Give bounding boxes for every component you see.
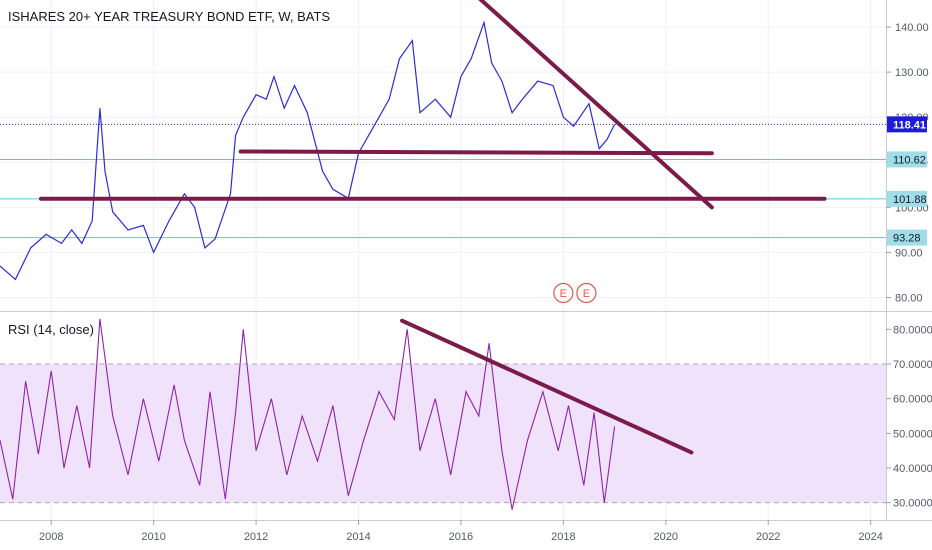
trend-line[interactable] [471, 0, 714, 210]
time-axis-label: 2020 [654, 531, 678, 543]
price-scale-label: 130.00 [895, 67, 929, 79]
rsi-title: RSI (14, close) [8, 322, 94, 337]
rsi-trendlines[interactable] [400, 318, 694, 455]
time-axis-label: 2008 [39, 531, 63, 543]
time-axis-label: 2012 [244, 531, 268, 543]
level-label-text: 110.62 [893, 154, 926, 166]
rsi-scale-label: 40.0000 [893, 463, 932, 475]
time-axis-label: 2024 [858, 531, 882, 543]
time-axis[interactable]: 2008 2010 2012 2014 2016 2018 2020 2022 2024 [39, 520, 883, 543]
price-scale-label: 80.00 [895, 292, 923, 304]
earnings-badge[interactable] [576, 282, 597, 304]
time-axis-label: 2016 [449, 531, 473, 543]
level-label-text: 101.88 [893, 194, 927, 206]
price-trendlines[interactable] [38, 0, 827, 210]
earnings-badge-label: E [583, 288, 590, 300]
earnings-badge-label: E [560, 288, 567, 300]
rsi-panel[interactable]: RSI (14, close) [0, 318, 886, 510]
level-label-box [887, 116, 927, 133]
level-label-text: 93.28 [893, 233, 921, 245]
price-series-line[interactable] [0, 20, 616, 281]
earnings-badge[interactable] [553, 282, 574, 304]
rsi-band [0, 364, 886, 503]
time-axis-label: 2010 [141, 531, 165, 543]
level-label-box [887, 190, 927, 207]
rsi-scale-label: 80.0000 [893, 324, 932, 336]
time-axis-label: 2018 [551, 531, 575, 543]
rsi-series-line[interactable] [0, 318, 616, 510]
rsi-scale[interactable]: 80.0000 70.0000 60.0000 50.0000 40.0000 30.00… [886, 324, 932, 510]
time-axis-label: 2014 [346, 531, 370, 543]
price-panel[interactable]: ISHARES 20+ YEAR TREASURY BOND ETF, W, B… [0, 0, 886, 304]
grid [0, 0, 886, 520]
rsi-scale-label: 60.0000 [893, 394, 932, 406]
rsi-scale-label: 70.0000 [893, 359, 932, 371]
rsi-scale-label: 50.0000 [893, 428, 932, 440]
rsi-scale-label: 30.0000 [893, 498, 932, 510]
price-chart-title: ISHARES 20+ YEAR TREASURY BOND ETF, W, B… [8, 9, 330, 24]
level-labels: 118.41 110.62 101.88 93.28 [887, 116, 927, 246]
trend-line[interactable] [238, 149, 714, 156]
level-label-text: 118.41 [893, 119, 926, 131]
level-label-box [887, 229, 927, 246]
level-label-box [887, 151, 927, 168]
rsi-trend-line[interactable] [400, 318, 694, 455]
price-scale-label: 140.00 [895, 22, 929, 34]
price-scale-label: 90.00 [895, 247, 923, 259]
time-axis-label: 2022 [756, 531, 780, 543]
